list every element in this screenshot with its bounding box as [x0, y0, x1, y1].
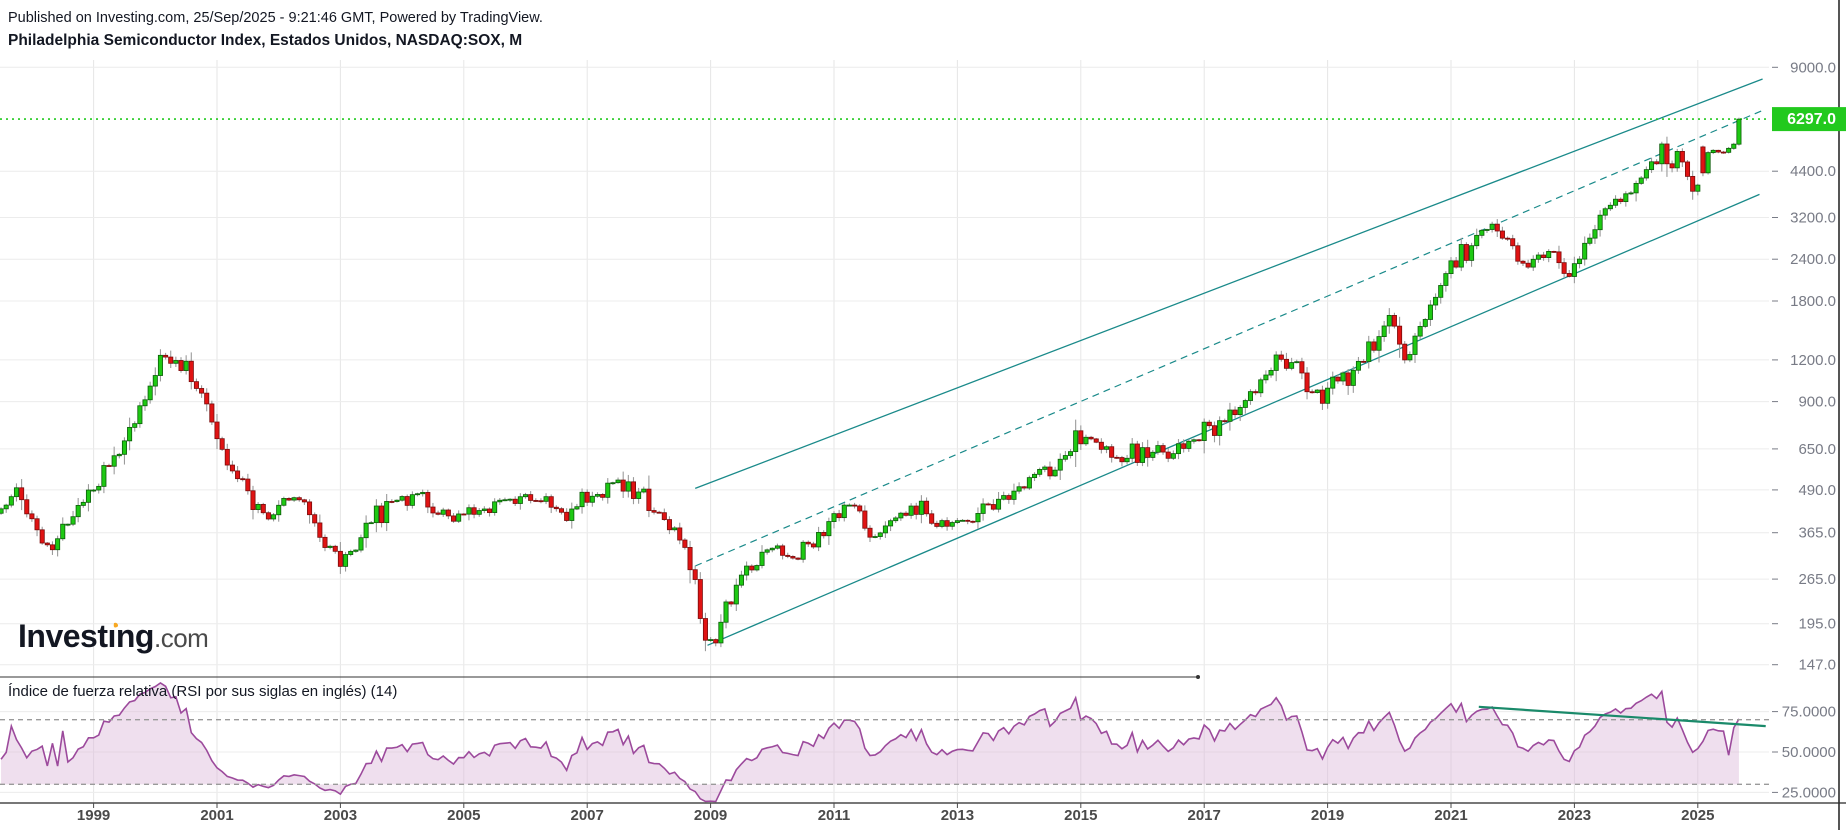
svg-text:900.0: 900.0: [1798, 394, 1836, 411]
svg-text:650.0: 650.0: [1798, 441, 1836, 458]
svg-text:3200.0: 3200.0: [1790, 210, 1836, 227]
svg-text:2013: 2013: [941, 807, 974, 824]
svg-text:2011: 2011: [818, 807, 851, 824]
svg-text:2005: 2005: [447, 807, 480, 824]
svg-text:2021: 2021: [1434, 807, 1467, 824]
svg-text:147.0: 147.0: [1798, 657, 1836, 674]
svg-text:2003: 2003: [324, 807, 357, 824]
svg-text:365.0: 365.0: [1798, 525, 1836, 542]
svg-text:2009: 2009: [694, 807, 727, 824]
svg-text:2023: 2023: [1558, 807, 1591, 824]
svg-text:1999: 1999: [77, 807, 110, 824]
svg-text:2025: 2025: [1681, 807, 1714, 824]
svg-text:2007: 2007: [571, 807, 604, 824]
svg-text:75.0000: 75.0000: [1782, 704, 1836, 721]
svg-text:50.0000: 50.0000: [1782, 744, 1836, 761]
svg-text:25.0000: 25.0000: [1782, 784, 1836, 801]
svg-text:2019: 2019: [1311, 807, 1344, 824]
svg-text:2400.0: 2400.0: [1790, 251, 1836, 268]
svg-text:6297.0: 6297.0: [1787, 111, 1836, 128]
svg-text:2015: 2015: [1064, 807, 1097, 824]
svg-text:2001: 2001: [200, 807, 233, 824]
svg-text:265.0: 265.0: [1798, 571, 1836, 588]
svg-text:2017: 2017: [1188, 807, 1221, 824]
svg-text:195.0: 195.0: [1798, 616, 1836, 633]
svg-text:490.0: 490.0: [1798, 482, 1836, 499]
svg-text:1200.0: 1200.0: [1790, 352, 1836, 369]
svg-text:4400.0: 4400.0: [1790, 163, 1836, 180]
svg-text:9000.0: 9000.0: [1790, 59, 1836, 76]
svg-text:1800.0: 1800.0: [1790, 293, 1836, 310]
